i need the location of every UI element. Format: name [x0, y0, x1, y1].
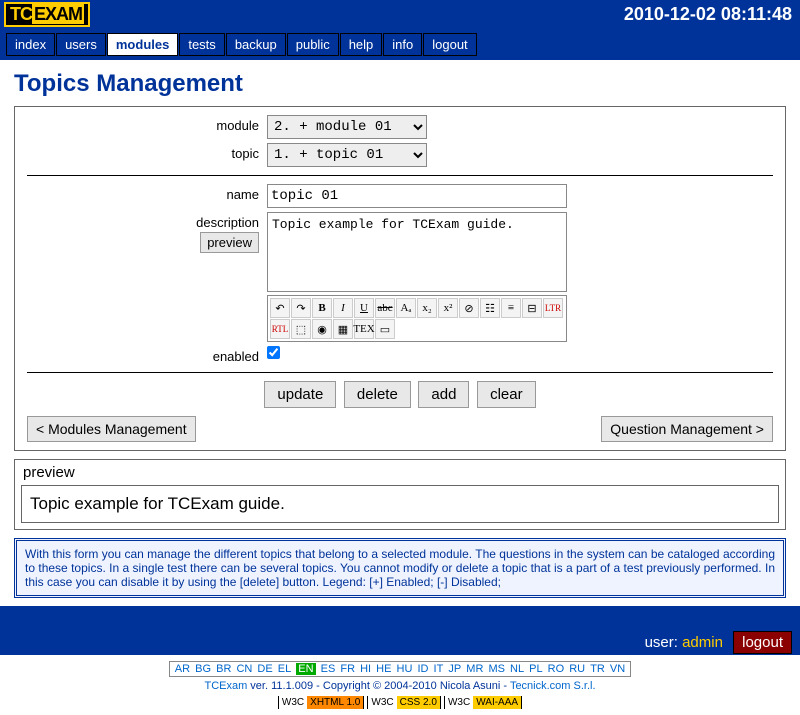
menu-public[interactable]: public — [287, 33, 339, 56]
lang-JP[interactable]: JP — [448, 663, 461, 675]
badge-2[interactable]: W3CWAI-AAA — [444, 696, 522, 709]
tool-4[interactable]: U — [354, 298, 374, 318]
menu-index[interactable]: index — [6, 33, 55, 56]
clear-button[interactable]: clear — [477, 381, 536, 408]
menu-users[interactable]: users — [56, 33, 106, 56]
menu-tests[interactable]: tests — [179, 33, 224, 56]
lang-MS[interactable]: MS — [488, 663, 505, 675]
lang-MR[interactable]: MR — [466, 663, 483, 675]
menu-info[interactable]: info — [383, 33, 422, 56]
preview-content: Topic example for TCExam guide. — [21, 485, 779, 523]
badge-0[interactable]: W3CXHTML 1.0 — [278, 696, 364, 709]
lang-TR[interactable]: TR — [590, 663, 605, 675]
tool-10[interactable]: ☷ — [480, 298, 500, 318]
lang-EL[interactable]: EL — [278, 663, 291, 675]
lang-RO[interactable]: RO — [548, 663, 565, 675]
tool-7[interactable]: x₂ — [417, 298, 437, 318]
forward-button[interactable]: Question Management > — [601, 416, 773, 442]
logout-button[interactable]: logout — [733, 631, 792, 654]
tool-19[interactable]: ▭ — [375, 319, 395, 339]
vendor-link[interactable]: Tecnick.com S.r.l. — [510, 680, 596, 692]
update-button[interactable]: update — [264, 381, 336, 408]
badge-1[interactable]: W3CCSS 2.0 — [367, 696, 440, 709]
app-link[interactable]: TCExam — [204, 680, 247, 692]
tool-0[interactable]: ↶ — [270, 298, 290, 318]
lang-ES[interactable]: ES — [321, 663, 336, 675]
lang-PL[interactable]: PL — [529, 663, 542, 675]
tool-13[interactable]: LTR — [543, 298, 563, 318]
menu-modules[interactable]: modules — [107, 33, 178, 56]
main-menu: indexusersmodulestestsbackuppublichelpin… — [0, 29, 800, 60]
tool-18[interactable]: TEX — [354, 319, 374, 339]
tool-1[interactable]: ↷ — [291, 298, 311, 318]
lang-HI[interactable]: HI — [360, 663, 371, 675]
tool-14[interactable]: RTL — [270, 319, 290, 339]
lang-VN[interactable]: VN — [610, 663, 625, 675]
lang-IT[interactable]: IT — [434, 663, 444, 675]
menu-backup[interactable]: backup — [226, 33, 286, 56]
description-label: description — [196, 215, 259, 230]
preview-panel: preview Topic example for TCExam guide. — [14, 459, 786, 530]
lang-CN[interactable]: CN — [236, 663, 252, 675]
module-label: module — [27, 115, 267, 133]
tool-2[interactable]: B — [312, 298, 332, 318]
menu-logout[interactable]: logout — [423, 33, 476, 56]
form-panel: module 2. + module 01 topic 1. + topic 0… — [14, 106, 786, 451]
enabled-checkbox[interactable] — [267, 346, 280, 359]
lang-EN[interactable]: EN — [296, 663, 315, 675]
lang-DE[interactable]: DE — [257, 663, 272, 675]
name-input[interactable] — [267, 184, 567, 208]
lang-BG[interactable]: BG — [195, 663, 211, 675]
description-textarea[interactable] — [267, 212, 567, 292]
name-label: name — [27, 184, 267, 202]
preview-button[interactable]: preview — [200, 232, 259, 253]
lang-HE[interactable]: HE — [376, 663, 391, 675]
tool-9[interactable]: ⊘ — [459, 298, 479, 318]
preview-heading: preview — [15, 460, 785, 485]
tool-6[interactable]: Aₐ — [396, 298, 416, 318]
language-switcher: AR BG BR CN DE EL EN ES FR HI HE HU ID I… — [169, 661, 631, 677]
tool-17[interactable]: ▦ — [333, 319, 353, 339]
lang-HU[interactable]: HU — [397, 663, 413, 675]
editor-toolbar: ↶↷BIUabcAₐx₂x²⊘☷≡⊟LTR RTL⬚◉▦TEX▭ — [267, 295, 567, 342]
help-text: With this form you can manage the differ… — [14, 538, 786, 598]
topic-select[interactable]: 1. + topic 01 — [267, 143, 427, 167]
tool-12[interactable]: ⊟ — [522, 298, 542, 318]
topic-label: topic — [27, 143, 267, 161]
username: admin — [682, 634, 723, 651]
lang-FR[interactable]: FR — [340, 663, 355, 675]
lang-ID[interactable]: ID — [417, 663, 428, 675]
tool-3[interactable]: I — [333, 298, 353, 318]
lang-RU[interactable]: RU — [569, 663, 585, 675]
tool-16[interactable]: ◉ — [312, 319, 332, 339]
user-bar: user: admin logout — [0, 630, 800, 655]
tool-11[interactable]: ≡ — [501, 298, 521, 318]
timestamp: 2010-12-02 08:11:48 — [624, 4, 792, 25]
tool-15[interactable]: ⬚ — [291, 319, 311, 339]
delete-button[interactable]: delete — [344, 381, 411, 408]
lang-BR[interactable]: BR — [216, 663, 231, 675]
enabled-label: enabled — [27, 346, 267, 364]
lang-AR[interactable]: AR — [175, 663, 190, 675]
tool-5[interactable]: abc — [375, 298, 395, 318]
module-select[interactable]: 2. + module 01 — [267, 115, 427, 139]
menu-help[interactable]: help — [340, 33, 383, 56]
tool-8[interactable]: x² — [438, 298, 458, 318]
logo: TCEXAM — [4, 2, 90, 27]
back-button[interactable]: < Modules Management — [27, 416, 196, 442]
add-button[interactable]: add — [418, 381, 469, 408]
page-title: Topics Management — [14, 70, 786, 98]
lang-NL[interactable]: NL — [510, 663, 524, 675]
